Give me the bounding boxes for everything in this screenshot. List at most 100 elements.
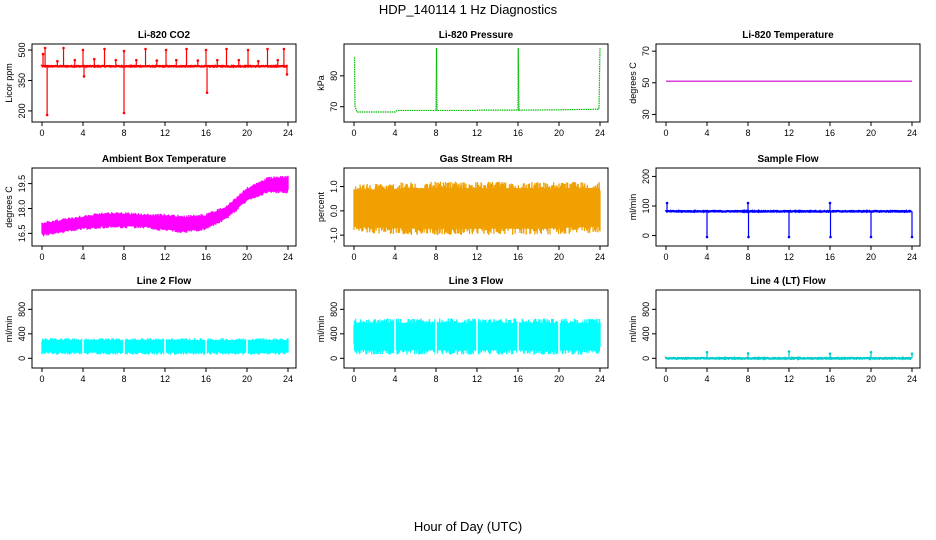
x-tick-label: 24 [595, 252, 605, 262]
y-tick-label: 800 [329, 302, 339, 317]
x-tick-label: 16 [513, 252, 523, 262]
panel-title: Line 4 (LT) Flow [750, 276, 826, 287]
panel-title: Ambient Box Temperature [102, 154, 227, 165]
x-tick-label: 12 [160, 128, 170, 138]
y-tick-label: 0.0 [329, 205, 339, 218]
panel-title: Sample Flow [757, 154, 818, 165]
x-tick-label: 8 [121, 128, 126, 138]
y-tick-label: 400 [17, 326, 27, 341]
y-tick-label: 0 [17, 356, 27, 361]
y-tick-label: 0 [329, 356, 339, 361]
x-tick-label: 0 [351, 374, 356, 384]
x-tick-label: 12 [784, 252, 794, 262]
y-tick-label: 18.0 [17, 200, 27, 218]
x-tick-label: 12 [160, 374, 170, 384]
series-spike-point [285, 73, 289, 76]
x-tick-label: 8 [121, 252, 126, 262]
x-tick-label: 20 [554, 252, 564, 262]
x-tick-label: 8 [433, 374, 438, 384]
y-tick-label: -1.0 [329, 227, 339, 243]
series-spike-point [910, 235, 914, 239]
x-tick-label: 24 [283, 128, 293, 138]
x-tick-label: 4 [80, 128, 85, 138]
y-tick-label: 200 [641, 169, 651, 184]
series-spike-point [787, 350, 791, 353]
y-tick-label: 800 [17, 302, 27, 317]
series-spike-point [828, 201, 832, 205]
series-spike-point [144, 47, 147, 51]
plot-frame [343, 43, 609, 123]
x-tick-label: 20 [242, 128, 252, 138]
plot-frame [655, 43, 921, 123]
plot-frame [655, 167, 921, 247]
x-tick-label: 16 [513, 374, 523, 384]
x-tick-label: 8 [745, 374, 750, 384]
x-tick-label: 16 [825, 252, 835, 262]
plot-frame [31, 167, 297, 247]
y-tick-label: 400 [329, 326, 339, 341]
series-group [664, 201, 914, 239]
series-spike-point [869, 235, 873, 239]
panel-title: Li-820 CO2 [138, 30, 191, 41]
x-tick-label: 0 [351, 128, 356, 138]
series-spike-point [237, 58, 241, 62]
series-spike-point [43, 46, 47, 50]
series-spike-point [256, 59, 260, 63]
series-spike-point [164, 48, 168, 52]
series-line [353, 47, 601, 113]
series-spike-point [215, 58, 219, 62]
plot-frame [343, 167, 609, 247]
series-spike-point [82, 75, 86, 78]
figure-xlabel: Hour of Day (UTC) [414, 519, 522, 534]
x-tick-label: 16 [201, 374, 211, 384]
x-tick-label: 20 [554, 374, 564, 384]
x-tick-label: 4 [704, 128, 709, 138]
series-spike-point [122, 111, 126, 115]
x-tick-label: 20 [242, 252, 252, 262]
x-tick-label: 12 [472, 252, 482, 262]
x-tick-label: 12 [784, 374, 794, 384]
series-spike-point [828, 352, 832, 356]
y-axis-label: ml/min [4, 316, 14, 343]
x-tick-label: 20 [554, 128, 564, 138]
y-tick-label: 100 [641, 198, 651, 213]
x-tick-label: 8 [745, 128, 750, 138]
x-tick-label: 4 [392, 374, 397, 384]
x-tick-label: 0 [663, 374, 668, 384]
series-spike-point [705, 350, 709, 354]
x-tick-label: 0 [39, 252, 44, 262]
x-tick-label: 8 [433, 252, 438, 262]
series-group [40, 46, 289, 117]
x-tick-label: 0 [39, 374, 44, 384]
series-spike-point [92, 57, 96, 61]
series-core [354, 187, 600, 229]
y-axis-label: ml/min [316, 316, 326, 343]
x-tick-label: 20 [866, 252, 876, 262]
series-spike-point [205, 91, 209, 94]
x-tick-label: 16 [201, 252, 211, 262]
x-tick-label: 24 [595, 128, 605, 138]
plot-frame [31, 43, 297, 123]
series-spike-point [45, 113, 49, 117]
series-spike-point [114, 58, 118, 62]
y-tick-label: 500 [17, 43, 27, 58]
chart-panel-4: Ambient Box Temperature 0 4 8 12 16 20 24 16.5 18… [4, 154, 297, 262]
x-tick-label: 8 [121, 374, 126, 384]
series-spike-point [276, 58, 280, 62]
x-tick-label: 4 [704, 374, 709, 384]
series-spike-point [174, 58, 178, 62]
series-spike-point [869, 350, 873, 354]
chart-panel-5: Gas Stream RH 0 4 8 12 16 20 24 -1.0 0.0 1.0percen… [316, 154, 609, 262]
series-spike-point [122, 49, 126, 53]
x-tick-label: 12 [472, 128, 482, 138]
y-axis-label: ml/min [628, 316, 638, 343]
series-group [41, 294, 289, 362]
series-spike-point [746, 352, 750, 355]
y-axis-label: kPa [316, 75, 326, 91]
figure-title: HDP_140114 1 Hz Diagnostics [379, 2, 558, 17]
y-tick-label: 0 [641, 233, 651, 238]
